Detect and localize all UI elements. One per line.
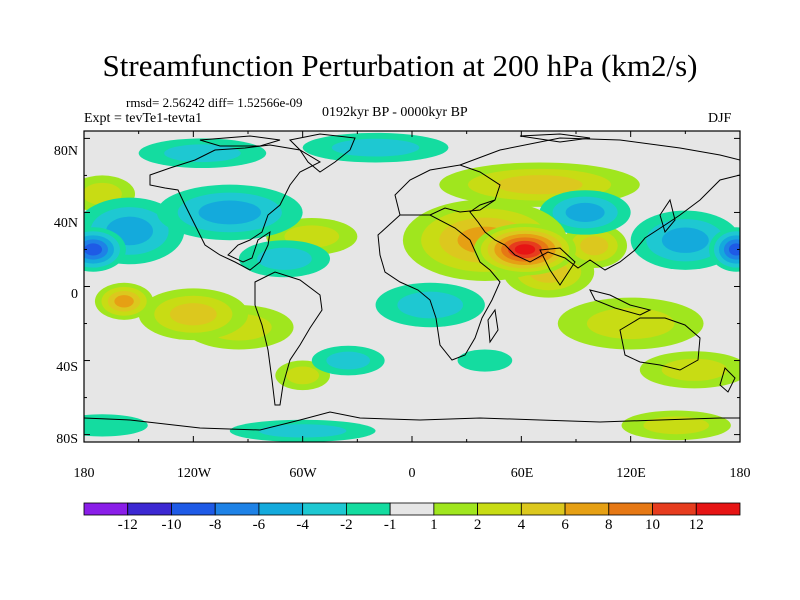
colorbar-swatch [83,502,129,516]
lat-tick-label: 40S [56,360,78,375]
lon-tick-label: 60E [510,466,534,481]
coastlines [84,133,740,431]
anomaly-contour [728,243,740,256]
stats-label: rmsd= 2.56242 diff= 1.52566e-09 [126,95,303,110]
coastline-north-america [149,144,322,271]
colorbar-label: 4 [517,517,526,533]
anomaly-contour [198,200,262,225]
lon-tick-label: 60W [289,466,317,481]
coastline-asia [459,137,740,271]
anomaly-contour [258,424,347,438]
anomaly-contour [164,144,241,163]
anomaly-contour [661,358,728,381]
colorbar-label: -8 [208,517,222,533]
colorbar-swatch [127,502,172,516]
colorbar-label: -2 [340,517,353,533]
colorbar-label: -4 [296,517,309,533]
period-label: 0192kyr BP - 0000kyr BP [322,105,468,120]
colorbar-swatch [302,502,347,516]
colorbar-swatch [389,502,435,516]
colorbar-swatch [520,502,566,516]
colorbar-swatch [477,502,522,516]
colorbar-swatch [214,502,260,516]
lat-tick-label: 0 [71,287,78,302]
lon-tick-label: 0 [408,466,416,481]
colorbar-label: -10 [161,517,182,533]
anomaly-contour [286,366,320,385]
colorbar-label: -12 [117,517,138,533]
anomaly-contour [331,138,420,157]
colorbar-swatch [258,502,304,516]
coastline-europe [394,164,501,216]
coastline-new-zealand [719,367,736,393]
lat-tick-label: 80S [56,432,78,447]
anomaly-contour [114,295,134,308]
anomaly-contour [661,227,709,253]
anomaly-contour [580,236,609,256]
anomaly-contour [457,349,513,372]
colorbar-swatch [608,502,653,516]
colorbar-label: -1 [383,517,397,533]
experiment-label: Expt = tevTe1-tevta1 [84,111,203,126]
lat-tick-label: 40N [53,216,78,231]
colorbar-label: 2 [473,517,482,533]
colorbar-label: 12 [688,517,704,533]
anomaly-contour [326,351,371,370]
colorbar-swatch [171,502,216,516]
lon-tick-label: 180 [729,466,751,481]
coastline-antarctica [84,411,740,431]
colorbar-swatch [345,502,391,516]
coastline-australia [619,317,701,371]
coastline-arctic-islands [199,133,591,147]
coastline-greenland [288,133,356,173]
coastline-japan [659,198,676,234]
colorbar-label: -6 [252,517,266,533]
axis-ticks [83,131,741,442]
coastline-africa [377,214,501,361]
colorbar-swatch [695,502,741,516]
colorbar-label: 6 [561,517,569,533]
coastline-madagascar [487,308,499,344]
lon-tick-label: 180 [73,466,95,481]
anomaly-contour [84,243,103,256]
colorbar-swatch [564,502,610,516]
lon-tick-label: 120E [616,466,646,481]
coastline-india [539,247,576,286]
colorbar-label: 8 [605,517,613,533]
colorbar-swatch [652,502,697,516]
anomaly-contour [397,291,464,319]
plot-title: Streamfunction Perturbation at 200 hPa (… [102,48,698,83]
anomaly-contour [514,244,536,255]
lon-tick-label: 120W [176,466,212,481]
lat-tick-label: 80N [53,144,78,159]
coastline-south-america [254,271,323,406]
anomaly-contour [643,416,710,435]
anomaly-contour [257,247,312,270]
colorbar-label: 1 [430,517,438,533]
anomaly-contour [496,175,583,195]
colorbar-label: 10 [645,517,661,533]
anomaly-contour [565,202,605,222]
colorbar-swatch [433,502,479,516]
coastline-indonesia [589,289,652,316]
anomaly-contour [169,303,217,326]
season-label: DJF [708,111,732,126]
colorbar [83,502,741,516]
